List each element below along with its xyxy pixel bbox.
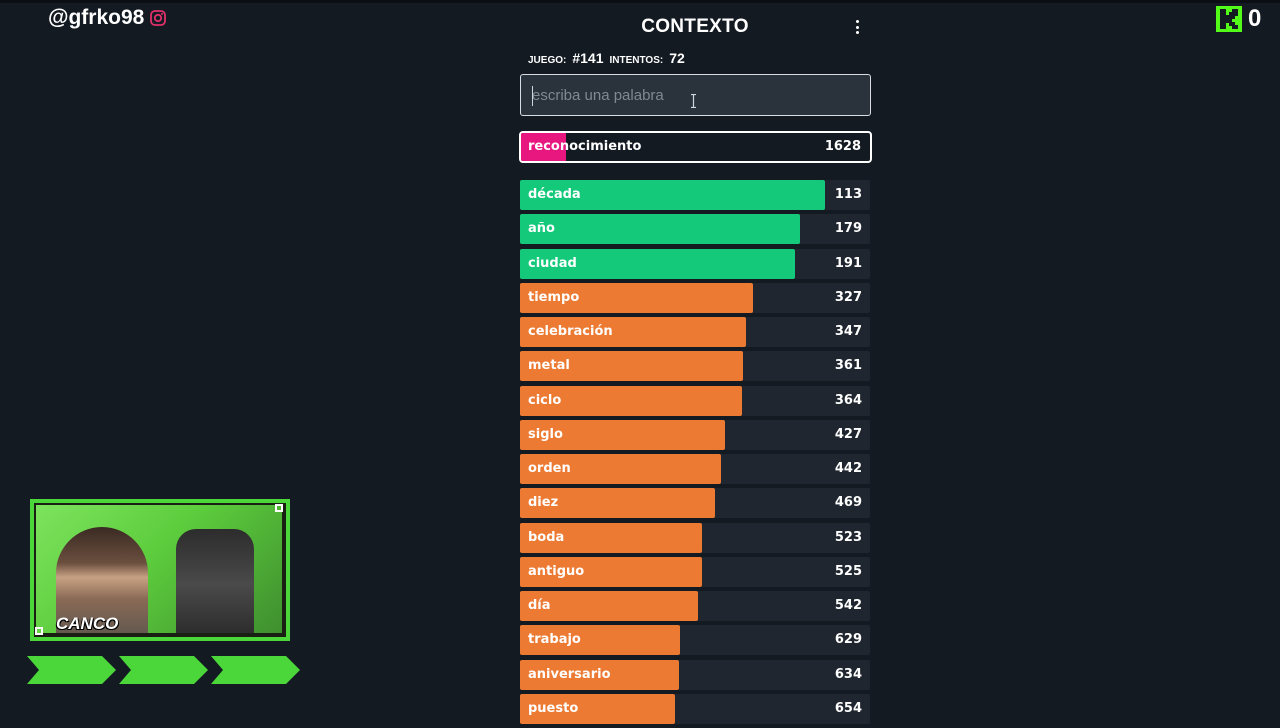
game-title: CONTEXTO [641,16,749,37]
guess-row: aniversario 634 [520,659,870,690]
guess-rank: 629 [834,632,862,648]
guess-rank: 442 [834,461,862,476]
guess-word: diez [528,495,559,511]
arrow-chevron-icon [211,656,300,684]
guess-row: siglo 427 [520,419,870,450]
guess-rank: 179 [834,221,862,237]
guess-row: orden 442 [520,454,870,484]
guess-bar [520,351,743,382]
guess-word: celebración [528,324,613,339]
guess-word: boda [528,529,565,545]
guess-bar [520,419,726,450]
streamer [56,527,148,633]
guess-bar [520,659,680,690]
guess-rank: 113 [834,187,862,202]
guess-bar [520,180,825,210]
guess-rank: 525 [834,563,862,579]
text-caret [532,86,533,106]
guess-bar [520,693,676,724]
guess-word: año [528,221,555,237]
guess-word: tiempo [528,289,580,305]
guess-word: década [528,187,581,202]
game-number-label: JUEGO: [528,55,567,66]
guess-row: puesto 654 [520,693,870,724]
guess-row: antiguo 525 [520,556,870,587]
webcam-name-tag: CANCO [56,614,119,633]
guess-bar [520,522,703,553]
guess-bar [520,488,715,519]
guess-rank: 634 [834,666,862,682]
guess-rank: 191 [834,255,862,271]
webcam-video [36,505,282,633]
kick-viewer-badge: 0 [1216,5,1261,33]
guess-bar [520,591,699,621]
guess-rank: 361 [834,358,862,374]
guess-row: celebración 347 [520,317,870,347]
guess-word: orden [528,461,571,476]
more-options-icon[interactable] [852,20,862,38]
guess-word: día [528,598,551,613]
guess-bar [520,282,753,313]
kick-logo-icon [1216,6,1242,32]
last-guess-rank: 1628 [824,139,861,154]
guess-bar [520,385,742,416]
guess-word: metal [528,358,570,374]
guess-row: trabajo 629 [520,625,870,656]
arrow-chevron-icon [119,656,208,684]
last-guess-bar [521,133,567,161]
guess-bar [520,214,800,245]
guess-rank: 542 [834,598,862,613]
game-meta: JUEGO: #141 INTENTOS: 72 [528,50,685,66]
top-edge [0,0,1280,3]
guess-word: ciudad [528,255,577,271]
guess-bar [520,248,796,279]
guess-word: trabajo [528,632,581,648]
guess-rank: 327 [834,289,862,305]
guess-word: siglo [528,426,563,442]
guess-rank: 523 [834,529,862,545]
handle-text: @gfrko98 [48,6,145,29]
instagram-icon [150,10,167,26]
guess-row: ciclo 364 [520,385,870,416]
webcam-frame [30,499,290,641]
guess-word: puesto [528,700,579,716]
decorative-arrows [27,656,300,684]
guess-bar [520,454,722,484]
guess-rank: 364 [834,392,862,408]
guess-row: tiempo 327 [520,282,870,313]
gaming-chair [176,529,254,633]
guess-rank: 427 [834,426,862,442]
guess-row: década 113 [520,180,870,210]
guess-list: década 113 año 179 ciudad 191 tiempo 327 celebra… [520,180,870,728]
streamer-handle: @gfrko98 [48,6,167,30]
guess-word: antiguo [528,563,585,579]
text-cursor-icon [691,94,696,108]
webcam-overlay: CANCO [30,499,290,641]
guess-word: ciclo [528,392,562,408]
guess-bar [520,556,702,587]
guess-row: diez 469 [520,488,870,519]
guess-bar [520,317,747,347]
attempts-count: 72 [669,50,685,66]
guess-rank: 469 [834,495,862,511]
guess-row: día 542 [520,591,870,621]
guess-row: año 179 [520,214,870,245]
arrow-chevron-icon [27,656,116,684]
guess-row: ciudad 191 [520,248,870,279]
guess-row: metal 361 [520,351,870,382]
guess-rank: 347 [834,324,862,339]
last-guess: reconocimiento 1628 [519,131,872,163]
guess-word: aniversario [528,666,611,682]
guess-row: boda 523 [520,522,870,553]
guess-bar [520,625,681,656]
last-guess-word: reconocimiento [528,139,642,154]
guess-rank: 654 [834,700,862,716]
attempts-label: INTENTOS: [609,55,664,66]
frame-corner-square [35,627,43,635]
game-number: #141 [572,50,604,66]
frame-corner-square [275,504,283,512]
kick-count: 0 [1248,5,1262,32]
